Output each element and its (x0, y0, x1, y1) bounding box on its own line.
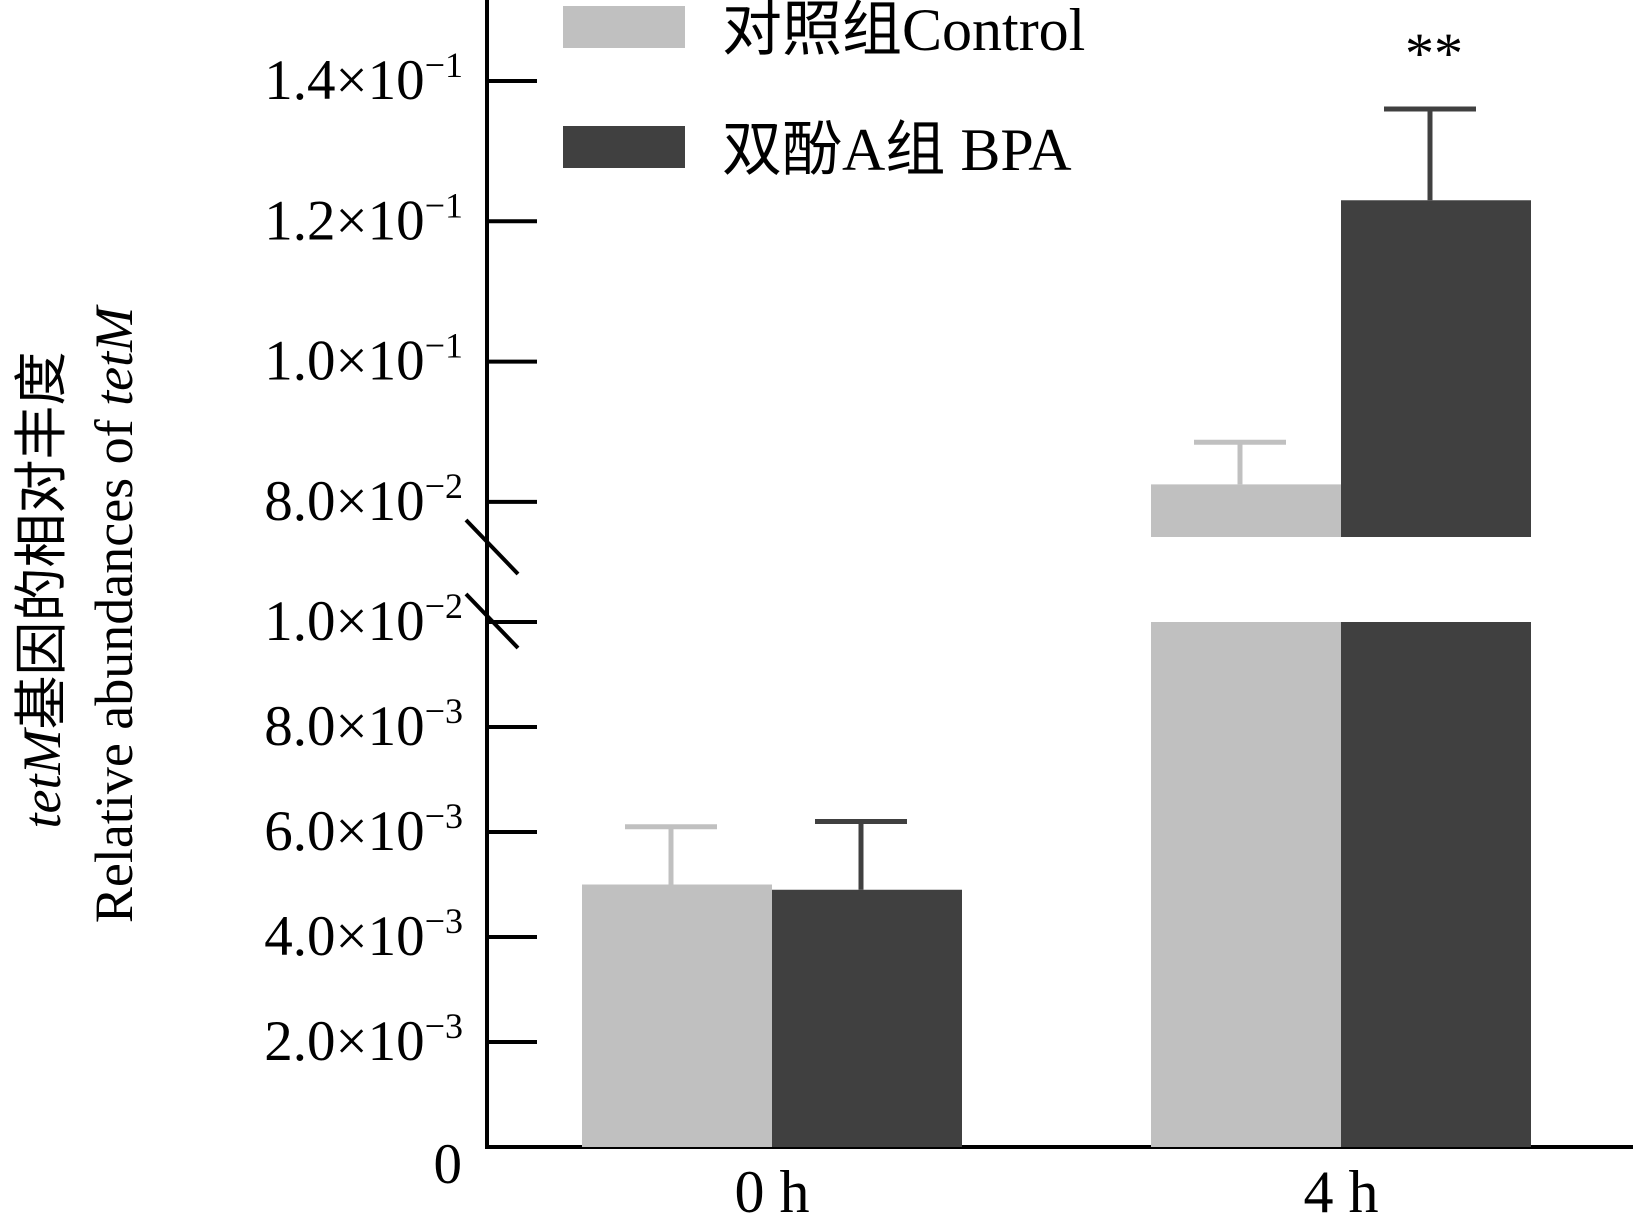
legend-swatch (563, 6, 685, 48)
legend-label: 对照组Control (722, 0, 1085, 63)
bar-upper-segment (1151, 484, 1341, 537)
y-tick-label: 1.2×10−1 (264, 185, 463, 252)
annotations: ** (1405, 21, 1463, 86)
y-tick-label: 1.4×10−1 (264, 45, 463, 112)
legend-swatch (563, 126, 685, 168)
y-axis-title-line2: Relative abundances of tetM (84, 304, 144, 923)
y-tick-label: 1.0×10−2 (264, 586, 463, 653)
y-tick-label: 1.0×10−1 (264, 326, 463, 393)
bar (1151, 622, 1341, 1147)
y-tick-label: 6.0×10−3 (264, 796, 463, 863)
y-tick-label: 4.0×10−3 (264, 901, 463, 968)
error-bars (625, 106, 1476, 890)
y-tick-label: 2.0×10−3 (264, 1006, 463, 1073)
significance-annotation: ** (1405, 21, 1463, 86)
x-category-label: 0 h (735, 1159, 810, 1219)
y-tick-label: 8.0×10−3 (264, 691, 463, 758)
y-tick-label: 0 (434, 1133, 463, 1196)
bar (582, 884, 772, 1147)
y-axis-title-line1: tetM基因的相对丰度 (12, 352, 72, 829)
axis-break-mark-upper (464, 518, 520, 576)
bar (772, 889, 962, 1147)
bar (1341, 622, 1531, 1147)
legend: 对照组Control 双酚A组 BPA (563, 0, 1085, 183)
y-axis-title: tetM基因的相对丰度 Relative abundances of tetM (12, 304, 144, 923)
bar-upper-segment (1341, 200, 1531, 537)
legend-label: 双酚A组 BPA (722, 117, 1072, 183)
y-tick-label: 8.0×10−2 (264, 466, 463, 533)
x-categories: 0 h 4 h (735, 1159, 1379, 1219)
bars (582, 200, 1531, 1147)
y-ticks: 0 2.0×10−3 4.0×10−3 6.0×10−3 8.0×10−3 1.0×10−… (264, 45, 537, 1196)
x-category-label: 4 h (1304, 1159, 1379, 1219)
